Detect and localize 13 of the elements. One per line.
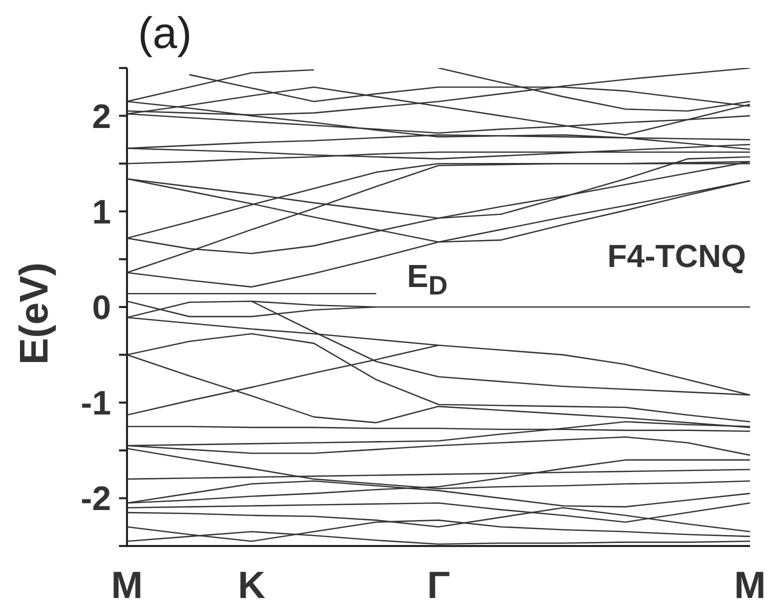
annotation: F4-TCNQ [607, 238, 746, 274]
x-tick-label: K [238, 565, 266, 607]
y-tick-label: 1 [92, 193, 111, 232]
y-tick-label: 2 [92, 98, 111, 136]
y-tick-label: -1 [80, 384, 111, 423]
x-tick-label: M [734, 565, 766, 607]
x-tick-label: M [111, 565, 143, 607]
x-tick-label: Γ [427, 565, 450, 607]
annotation: E$_{D}$ [407, 258, 448, 302]
y-tick-label: -2 [80, 480, 111, 518]
y-tick-label: 0 [92, 289, 111, 327]
y-axis-title: E(eV) [12, 262, 58, 364]
chart-title: (a) [138, 8, 192, 60]
